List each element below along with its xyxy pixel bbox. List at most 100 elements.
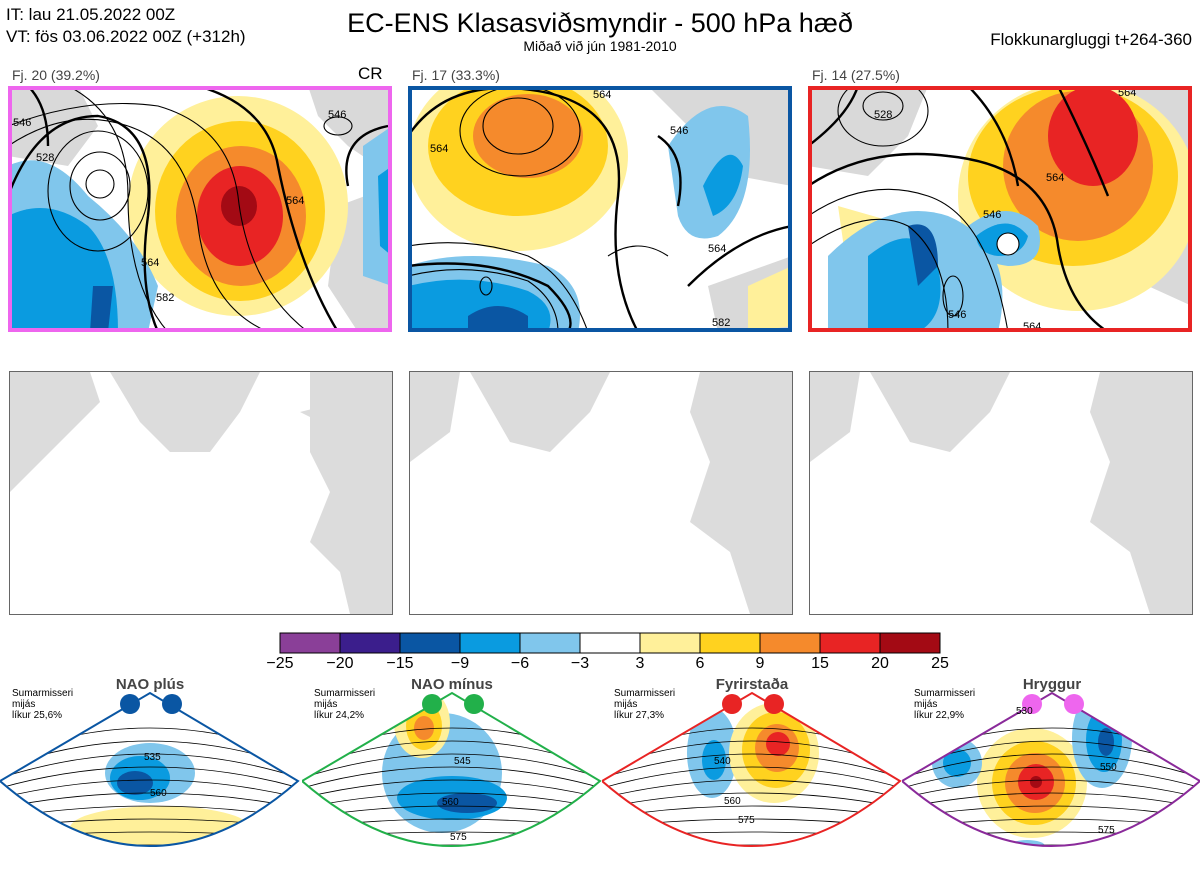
height-contour [602,779,900,799]
anomaly-blob [943,749,971,777]
colorbar-tick-label: −15 [386,655,414,672]
regime-panel: 540 560 575 Fyrirstaða Sumarmisseri mijás líku… [602,676,902,871]
regime-map: 545 560 575 [302,691,602,847]
colorbar-swatch [879,632,941,654]
header-run-info: IT: lau 21.05.2022 00Z VT: fös 03.06.202… [6,4,246,48]
regime-dot [722,694,742,714]
cluster-1-frame [8,86,392,332]
anomaly-blob [117,771,153,795]
height-contour [902,792,1200,809]
cluster-2-contour-label: 564 [430,143,448,155]
regime-frame [602,691,902,847]
empty-map-2 [409,371,793,615]
regime-contour-label: 575 [1098,825,1115,836]
initial-time: IT: lau 21.05.2022 00Z [6,5,176,24]
height-contour [0,766,298,789]
regime-map: 535 560 [0,691,300,847]
regime-map: 530 550 575 [902,691,1200,847]
regime-frame [902,691,1200,847]
colorbar-tick-label: 25 [931,655,949,672]
height-contour [302,792,600,809]
cluster-1-contour-label: 564 [141,257,159,269]
colorbar-swatch [639,632,701,654]
cluster-3-contour-label: 528 [874,109,892,121]
cluster-3-map: 564 528 546 564 546 564 [808,86,1192,332]
cluster-3-contour-label: 564 [1046,172,1064,184]
cluster-2-label: Fj. 17 (33.3%) [412,67,500,83]
colorbar-tick-label: 3 [635,655,645,672]
anomaly-blob [1030,776,1042,788]
regime-note-line: líkur 25,6% [12,710,63,721]
anomaly-blob [70,806,250,846]
anomaly-blob [414,716,434,740]
colorbar-swatch [699,632,761,654]
cluster-1-map: 528 546 564 582 564 546 [8,86,392,332]
regime-dot [464,694,484,714]
cluster-1-label: Fj. 20 (39.2%) [12,67,100,83]
cluster-2-contour-label: 546 [670,125,688,137]
height-contour [0,792,298,809]
colorbar-swatch [279,632,341,654]
regime-contour-label: 575 [738,815,755,826]
height-contour [0,779,298,799]
regime-note-line: Sumarmisseri [614,688,676,699]
regime-note-line: líkur 24,2% [314,710,365,721]
height-contour [302,779,600,799]
page-subtitle: Miðað við jún 1981-2010 [523,38,677,54]
cluster-3-contour-label: 564 [1023,321,1041,332]
empty-map-1 [9,371,393,615]
cluster-3-contour-label: 546 [983,209,1001,221]
regime-contour-label: 560 [442,797,459,808]
regime-note-line: líkur 22,9% [914,710,965,721]
cluster-2-frame [408,86,792,332]
regime-contour-label: 560 [150,788,167,799]
regime-name: NAO mínus [411,676,493,693]
cluster-1-contour-label: 546 [328,109,346,121]
colorbar-swatch [819,632,881,654]
cluster-1-contour-label: 528 [36,152,54,164]
regime-note-line: mijás [12,699,36,710]
regime-panel: 535 560 NAO plús Sumarmisseri mijás líkur 25,… [0,676,300,871]
regime-dot [1064,694,1084,714]
regime-note-line: Sumarmisseri [314,688,376,699]
cluster-3-contour-label: 546 [948,309,966,321]
colorbar-tick-label: −3 [570,655,590,672]
colorbar-swatch [399,632,461,654]
regime-frame [302,691,602,847]
height-contour [602,753,900,779]
height-contour [602,792,900,809]
height-contour [302,766,600,789]
colorbar-tick-label: −9 [450,655,470,672]
regime-dot [120,694,140,714]
regime-contour-label: 545 [454,756,471,767]
cluster-2-contour-label: 564 [593,89,611,101]
regime-contour-label: 530 [1016,706,1033,717]
anomaly-blob [766,732,790,756]
regime-dot [422,694,442,714]
cluster-1-contour-label: 564 [286,195,304,207]
regime-contour-label: 540 [714,756,731,767]
regime-note: Sumarmisseri mijás líkur 27,3% [614,688,675,721]
colorbar-tick-label: −20 [326,655,354,672]
regime-contour-label: 535 [144,752,161,763]
cluster-2-map: 564 546 564 582 564 [408,86,792,332]
height-contour [302,753,600,779]
regime-name: Fyrirstaða [715,676,789,693]
regime-contour-label: 550 [1100,762,1117,773]
regime-contour-label: 560 [724,796,741,807]
regime-contour-label: 575 [450,832,467,843]
empty-map-3 [809,371,1193,615]
anomaly-blob [702,740,726,780]
anomaly-blob [1098,728,1114,756]
colorbar-tick-label: 9 [755,655,765,672]
regime-panel: 530 550 575 Hryggur Sumarmisseri mijás líkur 2… [902,676,1200,871]
regime-note-line: mijás [314,699,338,710]
cluster-1-tag: CR [358,64,383,83]
height-contour [602,766,900,789]
regime-note-line: Sumarmisseri [914,688,976,699]
regime-note-line: líkur 27,3% [614,710,665,721]
regime-frame [0,691,300,847]
regime-note-line: Sumarmisseri [12,688,74,699]
colorbar-swatch [579,632,641,654]
height-contour [0,753,298,779]
